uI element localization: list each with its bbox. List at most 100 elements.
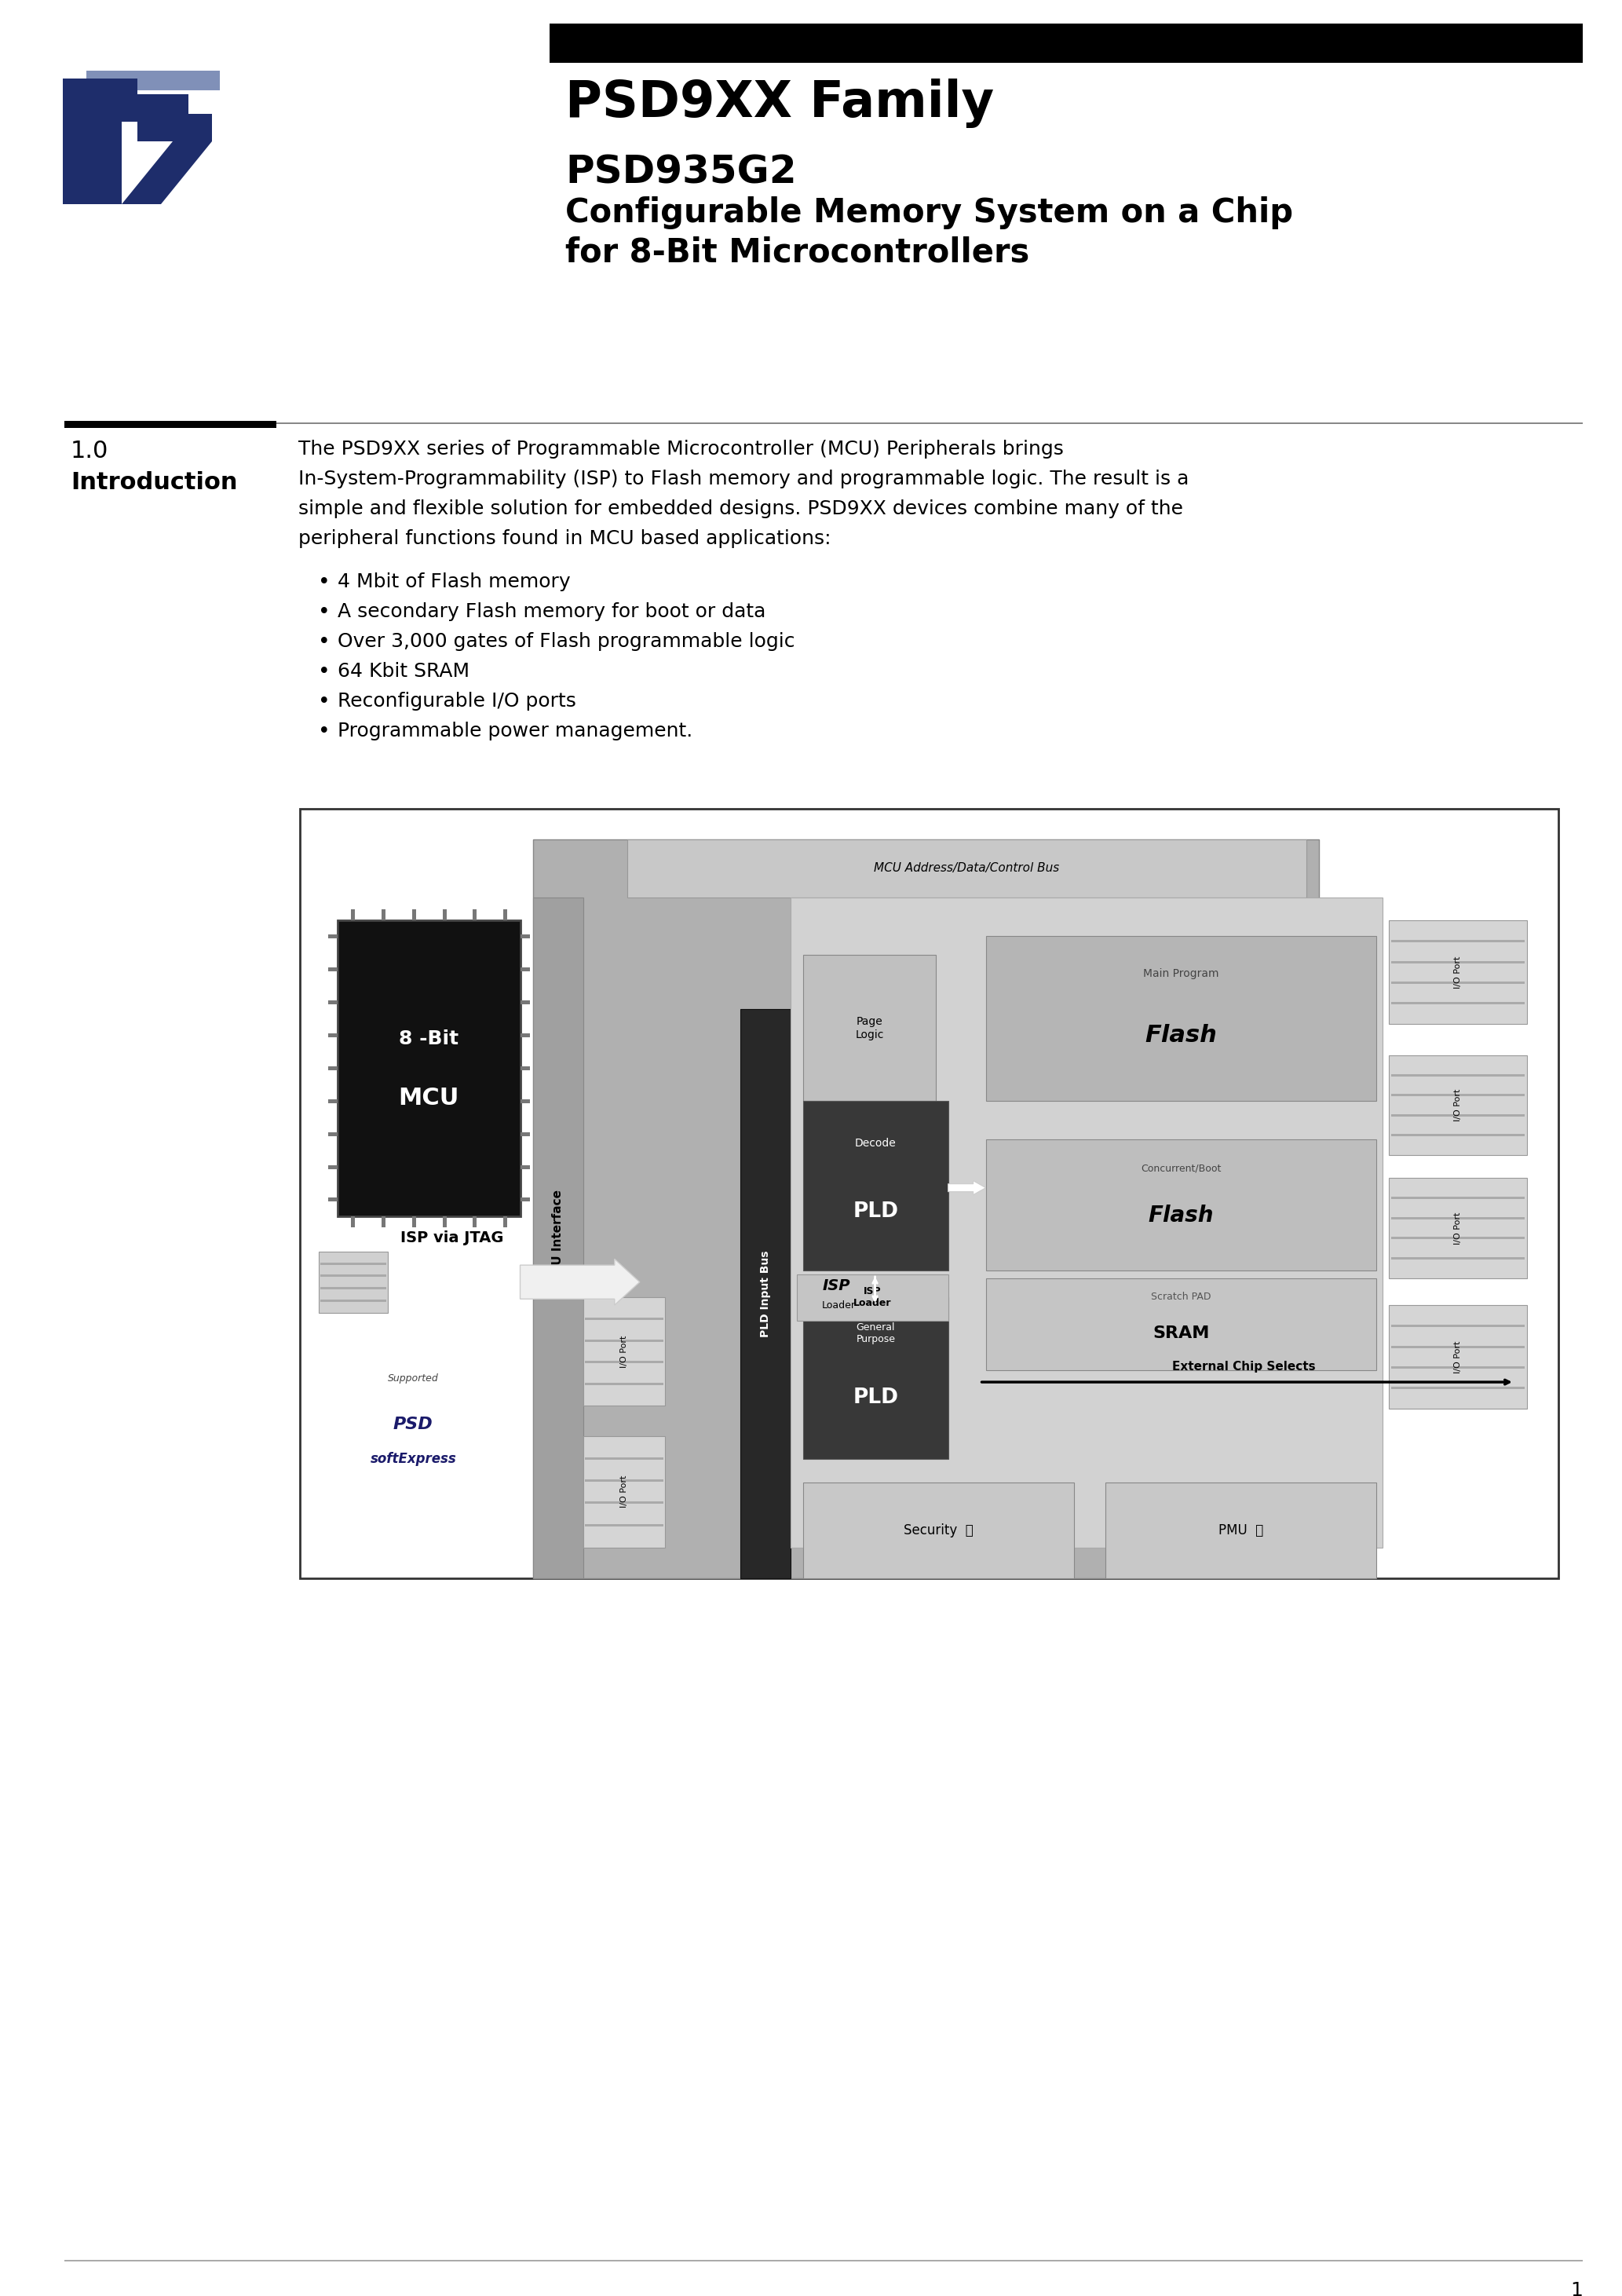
Bar — [443, 909, 446, 921]
Text: I/O Port: I/O Port — [620, 1476, 628, 1508]
Text: •: • — [318, 602, 331, 622]
Bar — [321, 1300, 386, 1302]
Bar — [328, 1033, 337, 1038]
Bar — [1392, 1217, 1525, 1219]
Text: External Chip Selects: External Chip Selects — [1173, 1362, 1315, 1373]
Text: Reconfigurable I/O ports: Reconfigurable I/O ports — [337, 691, 576, 712]
Text: MCU Address/Data/Control Bus: MCU Address/Data/Control Bus — [874, 863, 1059, 875]
Bar — [1388, 1056, 1526, 1155]
Text: I/O Port: I/O Port — [1453, 1341, 1461, 1373]
Bar — [443, 1217, 446, 1228]
Text: 64 Kbit SRAM: 64 Kbit SRAM — [337, 661, 470, 682]
Bar — [328, 1001, 337, 1003]
Bar — [1388, 921, 1526, 1024]
Text: Scratch PAD: Scratch PAD — [1152, 1293, 1212, 1302]
Text: •: • — [318, 631, 331, 652]
Text: A secondary Flash memory for boot or data: A secondary Flash memory for boot or dat… — [337, 602, 766, 622]
Bar — [1392, 939, 1525, 941]
Text: SRAM: SRAM — [1153, 1325, 1210, 1341]
Bar — [1392, 960, 1525, 962]
Bar — [328, 1164, 337, 1169]
Bar — [352, 909, 355, 921]
Bar — [1392, 1387, 1525, 1389]
Text: PSD935G2: PSD935G2 — [564, 154, 796, 191]
Polygon shape — [86, 71, 221, 90]
Bar — [381, 1217, 386, 1228]
Bar — [412, 909, 417, 921]
Bar — [1392, 1196, 1525, 1199]
Bar — [1388, 1178, 1526, 1279]
Text: •: • — [318, 572, 331, 592]
Text: PMU  🧴: PMU 🧴 — [1218, 1522, 1264, 1538]
Bar — [521, 967, 529, 971]
Bar — [532, 840, 1319, 1577]
Bar — [521, 1199, 529, 1201]
Bar — [796, 1274, 947, 1320]
Bar — [584, 1362, 663, 1364]
Text: Programmable power management.: Programmable power management. — [337, 721, 693, 742]
Bar — [986, 1279, 1375, 1371]
Bar — [584, 1382, 663, 1384]
Bar — [584, 1318, 663, 1320]
Bar — [584, 1479, 663, 1481]
Text: Page
Logic: Page Logic — [855, 1015, 884, 1040]
Bar — [584, 1525, 663, 1527]
Text: PLD: PLD — [853, 1387, 899, 1407]
Text: •: • — [318, 691, 331, 712]
Bar — [1388, 1304, 1526, 1410]
Bar — [582, 1435, 665, 1548]
Bar — [1392, 1325, 1525, 1327]
Text: 1.0: 1.0 — [71, 441, 109, 461]
Text: •: • — [318, 721, 331, 742]
Bar — [1392, 980, 1525, 985]
Bar — [321, 1288, 386, 1290]
Text: PLD Input Bus: PLD Input Bus — [761, 1251, 770, 1336]
Bar — [1392, 1345, 1525, 1348]
Text: The PSD9XX series of Programmable Microcontroller (MCU) Peripherals brings: The PSD9XX series of Programmable Microc… — [298, 441, 1064, 459]
Bar — [381, 909, 386, 921]
Text: Decode: Decode — [855, 1139, 897, 1148]
Text: 8 -Bit: 8 -Bit — [399, 1029, 459, 1049]
Bar — [1105, 1483, 1375, 1577]
Bar — [521, 934, 529, 939]
Bar — [584, 1502, 663, 1504]
Bar — [321, 1274, 386, 1277]
Bar — [474, 1217, 477, 1228]
Text: MCU Interface: MCU Interface — [551, 1189, 564, 1286]
Text: ISP via JTAG: ISP via JTAG — [401, 1231, 504, 1244]
Bar — [790, 898, 1382, 1548]
Bar — [352, 1217, 355, 1228]
Bar — [1392, 1093, 1525, 1095]
Text: PSD9XX Family: PSD9XX Family — [564, 78, 994, 129]
Text: PLD: PLD — [853, 1201, 899, 1221]
Bar — [328, 1065, 337, 1070]
Bar — [328, 1132, 337, 1137]
Text: PSD: PSD — [393, 1417, 433, 1433]
Bar — [550, 23, 1583, 62]
Bar — [521, 1033, 529, 1038]
Bar — [986, 1139, 1375, 1270]
Text: Supported: Supported — [388, 1373, 438, 1382]
Bar — [740, 1008, 790, 1577]
FancyArrow shape — [521, 1258, 639, 1304]
Text: I/O Port: I/O Port — [1453, 955, 1461, 990]
Text: Introduction: Introduction — [71, 471, 237, 494]
Bar — [521, 1065, 529, 1070]
Text: In-System-Programmability (ISP) to Flash memory and programmable logic. The resu: In-System-Programmability (ISP) to Flash… — [298, 471, 1189, 489]
Text: softExpress: softExpress — [370, 1451, 456, 1467]
Bar — [582, 1297, 665, 1405]
Text: I/O Port: I/O Port — [1453, 1088, 1461, 1120]
Bar — [1392, 1114, 1525, 1116]
Bar — [1392, 1134, 1525, 1137]
Text: Security  🔒: Security 🔒 — [903, 1522, 973, 1538]
Text: peripheral functions found in MCU based applications:: peripheral functions found in MCU based … — [298, 530, 830, 549]
Bar — [321, 1263, 386, 1265]
Text: ISP
Loader: ISP Loader — [853, 1286, 892, 1309]
Text: for 8-Bit Microcontrollers: for 8-Bit Microcontrollers — [564, 236, 1030, 269]
Bar — [521, 1132, 529, 1137]
Bar — [584, 1339, 663, 1341]
Polygon shape — [122, 115, 212, 204]
Bar — [474, 909, 477, 921]
Text: •: • — [318, 661, 331, 682]
Bar — [328, 934, 337, 939]
